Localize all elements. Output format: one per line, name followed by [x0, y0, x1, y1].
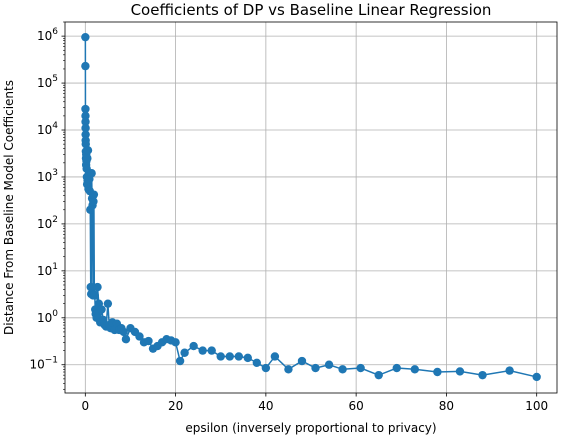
x-axis: 0 20 40 60 80 100: [81, 393, 548, 413]
data-point: [410, 365, 420, 374]
plot-frame: [64, 21, 558, 394]
data-point: [324, 360, 334, 369]
data-point: [89, 197, 98, 206]
data-point: [356, 363, 365, 373]
data-point: [338, 365, 347, 374]
data-point: [225, 352, 234, 361]
data-point: [81, 111, 90, 121]
y-tick-label: 103: [37, 168, 58, 184]
data-point: [87, 169, 96, 178]
data-point: [270, 352, 280, 361]
data-point: [297, 356, 307, 366]
data-point: [234, 352, 243, 361]
y-tick-label: 106: [37, 27, 58, 43]
data-point: [505, 366, 514, 375]
x-tick-label: 80: [439, 399, 454, 413]
y-axis-title: Distance From Baseline Model Coefficient…: [2, 80, 16, 335]
data-point: [81, 123, 90, 133]
data-point: [90, 291, 99, 300]
data-point: [86, 282, 95, 292]
data-point: [103, 299, 113, 308]
x-tick-label: 20: [168, 399, 183, 413]
y-tick-label: 102: [37, 215, 58, 231]
x-tick-label: 40: [258, 399, 273, 413]
x-axis-title: epsilon (inversely proportional to priva…: [185, 421, 436, 435]
data-point: [135, 332, 144, 341]
data-point: [433, 367, 442, 377]
chart-title: Coefficients of DP vs Baseline Linear Re…: [131, 1, 492, 19]
data-point: [243, 353, 253, 363]
data-point: [81, 117, 90, 126]
data-point: [311, 363, 320, 373]
x-tick-label: 60: [348, 399, 363, 413]
data-point: [93, 282, 102, 292]
data-point: [216, 352, 225, 361]
data-point: [374, 370, 383, 380]
data-point: [175, 356, 185, 366]
data-point: [81, 130, 90, 139]
data-point: [180, 348, 189, 357]
data-point: [171, 338, 180, 347]
y-tick-label: 100: [37, 309, 58, 325]
data-point: [189, 341, 198, 351]
data-series: [81, 32, 541, 382]
data-point: [119, 327, 128, 337]
x-tick-label: 0: [81, 399, 89, 413]
data-point: [81, 32, 90, 42]
data-point: [532, 372, 541, 382]
data-point: [144, 336, 153, 346]
data-point: [478, 370, 487, 380]
data-point: [83, 146, 93, 155]
data-point: [97, 305, 106, 314]
data-point: [455, 367, 465, 376]
data-point: [121, 334, 131, 344]
y-tick-label: 105: [37, 74, 58, 90]
data-point: [81, 61, 90, 71]
data-point: [252, 358, 262, 367]
y-tick-label: 10−1: [29, 356, 58, 372]
data-point: [261, 363, 271, 373]
grid-lines: [65, 22, 557, 393]
data-point: [83, 154, 92, 163]
data-point: [198, 346, 207, 355]
y-tick-label: 101: [37, 262, 58, 278]
data-point: [89, 190, 99, 199]
data-point: [284, 365, 293, 374]
x-tick-label: 100: [525, 399, 548, 413]
y-axis: 10−1 100 101 102 103 104 105 106: [29, 21, 65, 390]
y-tick-label: 104: [37, 121, 58, 137]
data-point: [81, 104, 90, 114]
data-point: [207, 346, 216, 355]
data-point: [392, 363, 401, 373]
